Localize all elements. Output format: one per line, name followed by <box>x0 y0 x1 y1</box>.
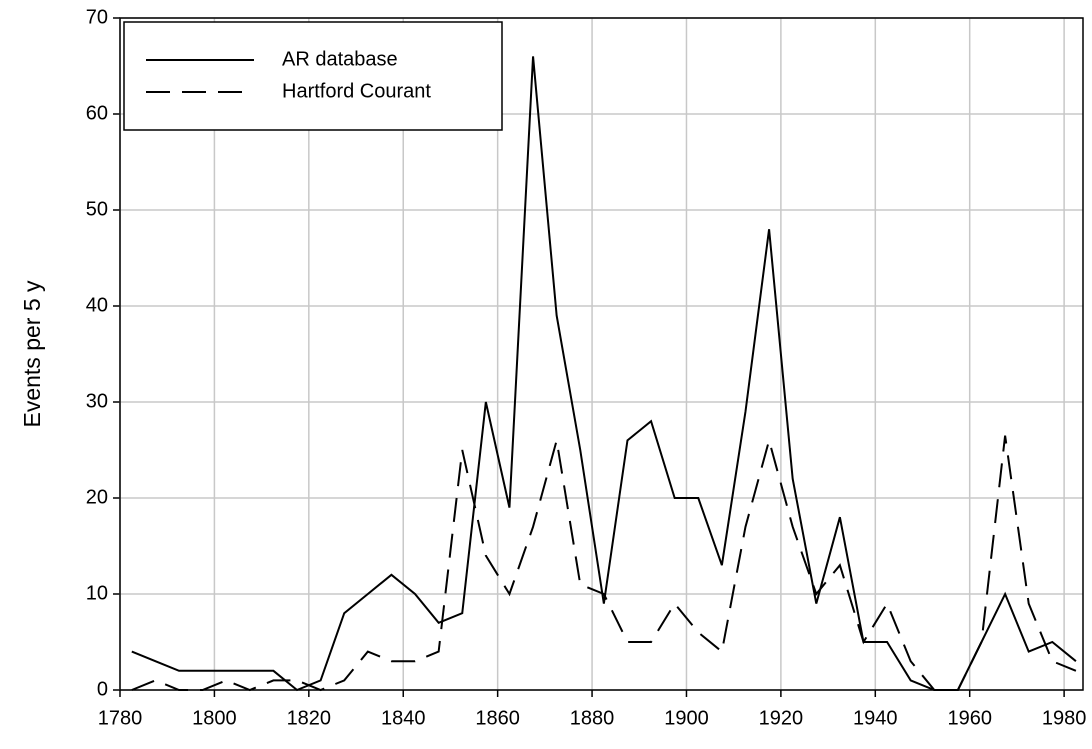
legend-label: AR database <box>282 48 398 70</box>
x-tick-label: 1920 <box>759 707 804 729</box>
y-axis-label: Events per 5 y <box>19 280 45 428</box>
line-series <box>131 56 1077 692</box>
x-tick-label: 1840 <box>381 707 426 729</box>
legend-label: Hartford Courant <box>282 80 431 102</box>
y-tick-label: 70 <box>86 6 108 28</box>
y-tick-label: 20 <box>86 486 108 508</box>
x-tick-label: 1780 <box>98 707 143 729</box>
x-tick-label: 1800 <box>192 707 237 729</box>
legend-box <box>123 21 503 131</box>
y-tick-label: 30 <box>86 390 108 412</box>
y-tick-label: 60 <box>86 102 108 124</box>
x-tick-label: 1960 <box>947 707 992 729</box>
x-tick-label: 1940 <box>853 707 898 729</box>
line-series <box>131 435 1077 692</box>
y-tick-label: 10 <box>86 582 108 604</box>
x-tick-label: 1820 <box>287 707 332 729</box>
y-tick-label: 0 <box>97 678 108 700</box>
plot-frame <box>119 17 1084 691</box>
x-tick-label: 1860 <box>475 707 520 729</box>
x-tick-label: 1980 <box>1042 707 1087 729</box>
x-tick-label: 1900 <box>664 707 709 729</box>
x-tick-label: 1880 <box>570 707 615 729</box>
y-tick-label: 40 <box>86 294 108 316</box>
y-tick-label: 50 <box>86 198 108 220</box>
